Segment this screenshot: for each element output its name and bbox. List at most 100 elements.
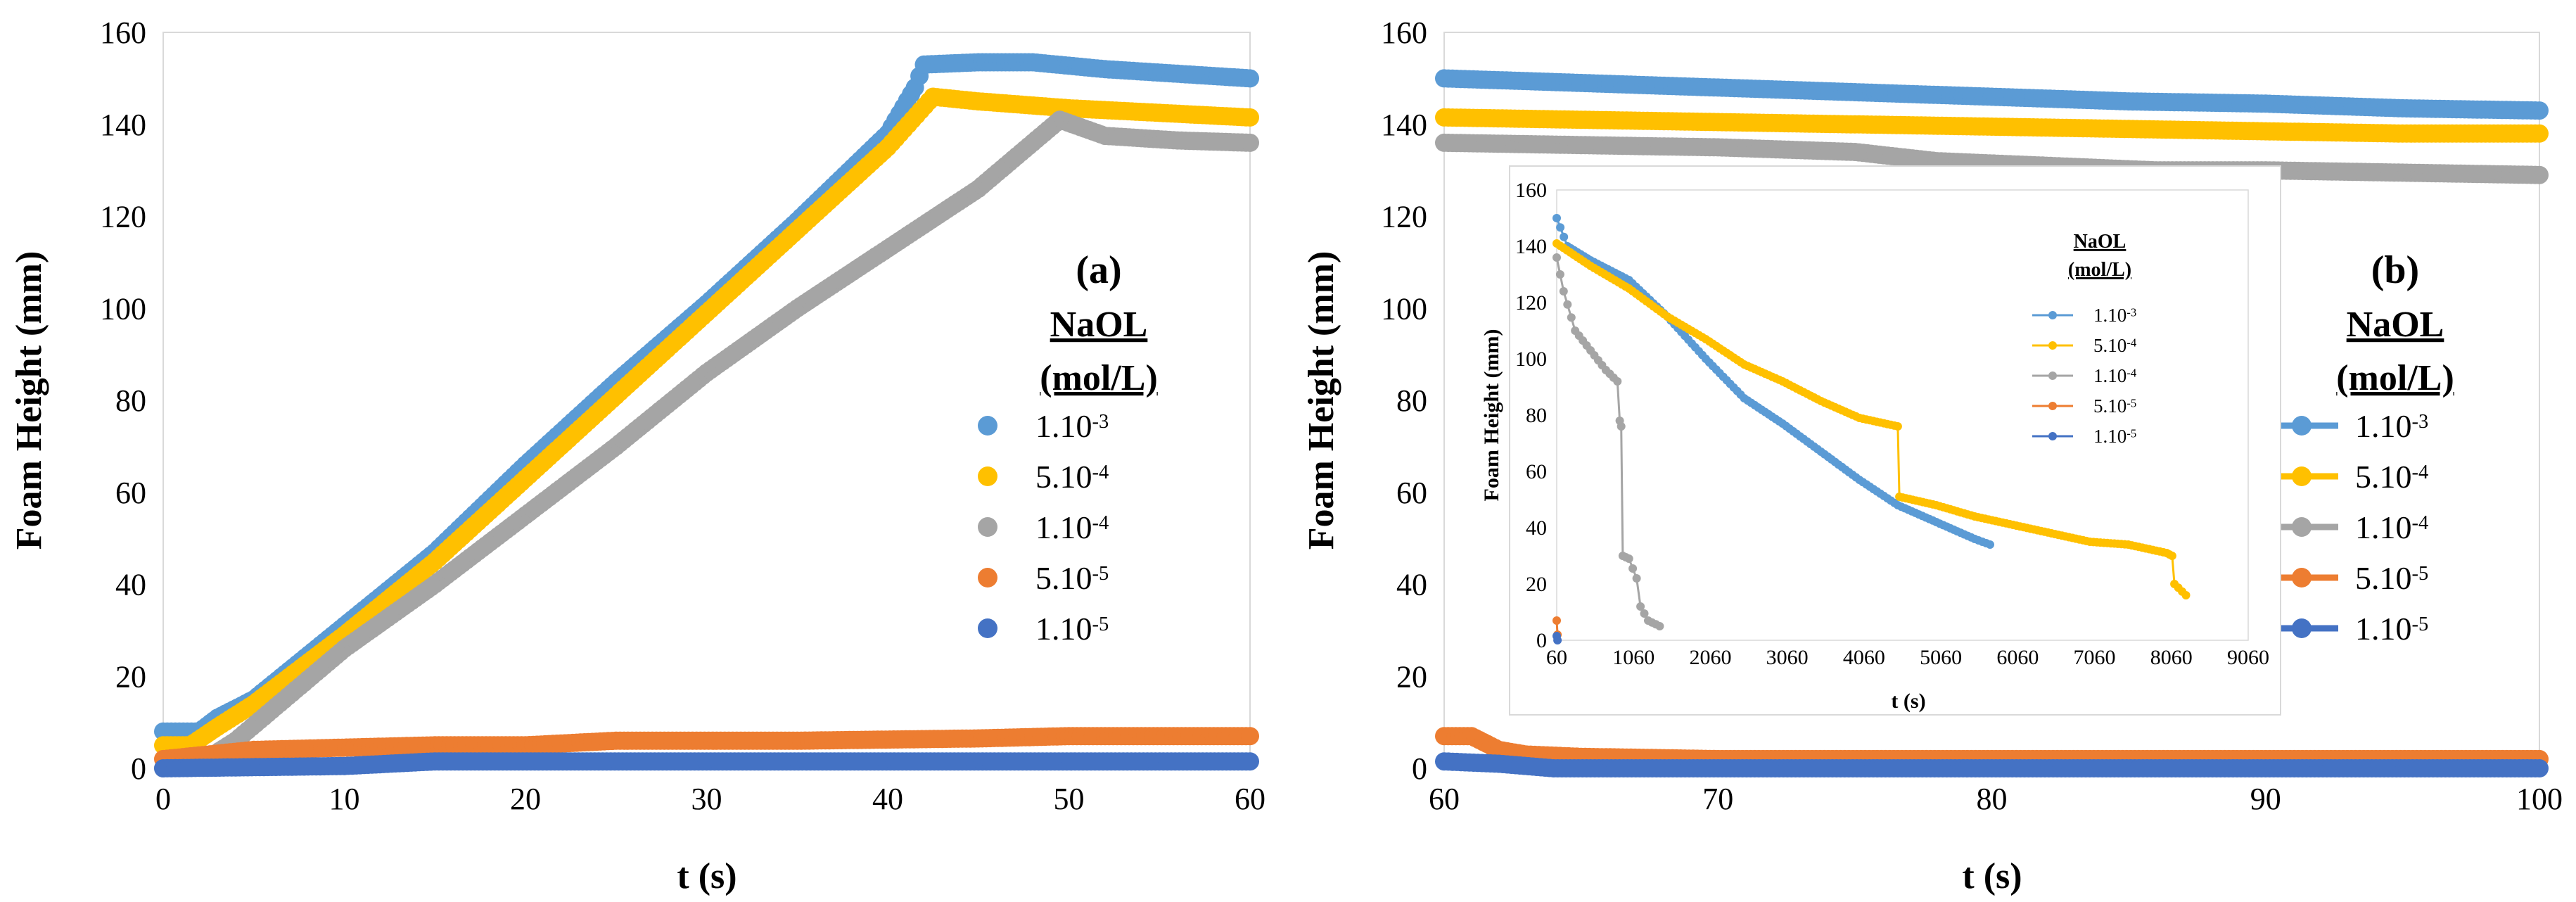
panel-a-legend-title-line2: (mol/L) (1040, 358, 1158, 398)
a-legend-item: 5.10-4 (978, 459, 1109, 495)
b-inset-legend-item: 5.10-4 (2032, 335, 2137, 356)
b-inset-data-point (1553, 636, 1562, 644)
a-y-tick-label: 0 (131, 751, 146, 786)
b-data-point (2530, 124, 2549, 143)
a-y-tick-label: 60 (115, 476, 146, 510)
b-x-tick-label: 100 (2516, 782, 2563, 816)
b-legend-item: 5.10-5 (2265, 560, 2428, 596)
a-data-point (1241, 69, 1259, 88)
legend-label: 1.10-3 (2093, 305, 2136, 326)
panel-b-label: (b) (2371, 248, 2419, 292)
legend-marker (2292, 618, 2312, 638)
b-inset-x-tick-label: 2060 (1689, 646, 1731, 669)
legend-marker (2048, 341, 2057, 350)
panel-b-inset-chart: 60 1060 2060 3060 4060 5060 6060 7060 8060 906002… (1480, 165, 2281, 716)
a-legend-item: 1.10-5 (978, 611, 1109, 647)
b-inset-y-tick-label: 0 (1536, 629, 1547, 652)
b-inset-y-tick-label: 20 (1526, 573, 1547, 596)
a-data-point (1241, 108, 1259, 127)
legend-label: 1.10-4 (2093, 365, 2137, 386)
inset-x-axis-title: t (s) (1891, 690, 1925, 713)
b-y-tick-label: 60 (1396, 476, 1427, 510)
b-inset-data-point (1559, 287, 1568, 296)
panel-b-legend-title-line1: NaOL (2347, 305, 2444, 345)
panel-b-y-axis-title: Foam Height (mm) (1301, 251, 1341, 550)
a-y-tick-label: 40 (115, 568, 146, 602)
b-inset-y-tick-label: 100 (1515, 348, 1547, 371)
panel-a-x-axis-title: t (s) (677, 856, 737, 896)
legend-marker (2292, 517, 2312, 537)
b-inset-y-tick-label: 140 (1515, 235, 1547, 258)
inset-legend-title-line1: NaOL (2074, 231, 2127, 253)
legend-label: 1.10-4 (1035, 509, 1109, 545)
b-inset-data-point (1617, 422, 1626, 431)
b-data-point (2530, 759, 2549, 777)
legend-label: 5.10-4 (2093, 335, 2137, 356)
b-inset-data-point (1552, 214, 1561, 222)
legend-marker (978, 568, 997, 587)
b-inset-x-tick-label: 3060 (1766, 646, 1809, 669)
b-inset-legend-item: 1.10-5 (2032, 426, 2136, 447)
legend-label: 1.10-3 (2355, 408, 2428, 444)
legend-marker (978, 416, 997, 436)
b-inset-x-tick-label: 60 (1546, 646, 1567, 669)
b-inset-x-tick-label: 5060 (1920, 646, 1962, 669)
a-x-tick-label: 10 (329, 782, 360, 816)
inset-legend-title-line2: (mol/L) (2068, 259, 2131, 281)
a-series-s5 (154, 752, 1259, 777)
a-y-tick-label: 20 (115, 659, 146, 694)
b-inset-data-point (1560, 232, 1569, 241)
b-inset-y-tick-label: 40 (1526, 516, 1547, 540)
a-data-point (1241, 133, 1259, 152)
b-inset-data-point (1613, 377, 1622, 386)
b-inset-x-tick-label: 4060 (1843, 646, 1885, 669)
b-inset-data-point (1556, 223, 1565, 232)
a-x-tick-label: 60 (1235, 782, 1265, 816)
legend-marker (2292, 466, 2312, 486)
legend-label: 1.10-4 (2355, 509, 2428, 545)
legend-label: 5.10-5 (2355, 560, 2428, 596)
a-x-tick-label: 30 (691, 782, 722, 816)
a-legend-item: 1.10-4 (978, 509, 1109, 545)
b-x-tick-label: 80 (1977, 782, 2008, 816)
a-y-tick-label: 80 (115, 383, 146, 418)
legend-marker (978, 618, 997, 638)
a-y-tick-label: 140 (100, 108, 146, 142)
a-y-tick-label: 100 (100, 291, 146, 326)
b-inset-x-tick-label: 8060 (2150, 646, 2193, 669)
b-inset-x-tick-label: 6060 (1996, 646, 2039, 669)
b-y-tick-label: 120 (1381, 200, 1427, 234)
legend-label: 5.10-5 (1035, 560, 1109, 596)
b-inset-y-tick-label: 60 (1526, 460, 1547, 483)
b-y-tick-label: 100 (1381, 291, 1427, 326)
legend-label: 1.10-5 (1035, 611, 1109, 647)
b-inset-series-s3 (1552, 253, 1664, 630)
b-inset-data-point (2181, 591, 2191, 599)
legend-label: 5.10-4 (1035, 459, 1109, 495)
b-inset-series-s2 (1552, 239, 2191, 599)
a-x-tick-label: 20 (510, 782, 541, 816)
legend-marker (2048, 371, 2057, 380)
legend-marker (2048, 432, 2057, 440)
b-inset-series-s5 (1552, 632, 1562, 644)
b-inset-data-point (1555, 270, 1564, 279)
b-x-tick-label: 90 (2250, 782, 2281, 816)
legend-marker (2048, 402, 2057, 410)
b-inset-data-point (1986, 540, 1994, 549)
legend-marker (978, 466, 997, 486)
b-inset-data-point (1632, 574, 1641, 583)
b-x-tick-label: 60 (1429, 782, 1460, 816)
a-series-s4 (154, 727, 1259, 768)
b-inset-x-tick-label: 7060 (2074, 646, 2116, 669)
b-inset-data-point (1567, 313, 1576, 322)
b-y-tick-label: 160 (1381, 15, 1427, 50)
b-series-s1 (1435, 69, 2549, 120)
b-y-tick-label: 80 (1396, 383, 1427, 418)
b-data-point (2530, 165, 2549, 184)
legend-marker (2048, 311, 2057, 319)
panel-a-chart: 0 10 20 30 40 50 60 0 20 40 60 80 100 120 140 160 t (s)… (9, 15, 1265, 896)
a-series-s2 (154, 87, 1259, 755)
b-inset-data-point (1893, 422, 1902, 431)
